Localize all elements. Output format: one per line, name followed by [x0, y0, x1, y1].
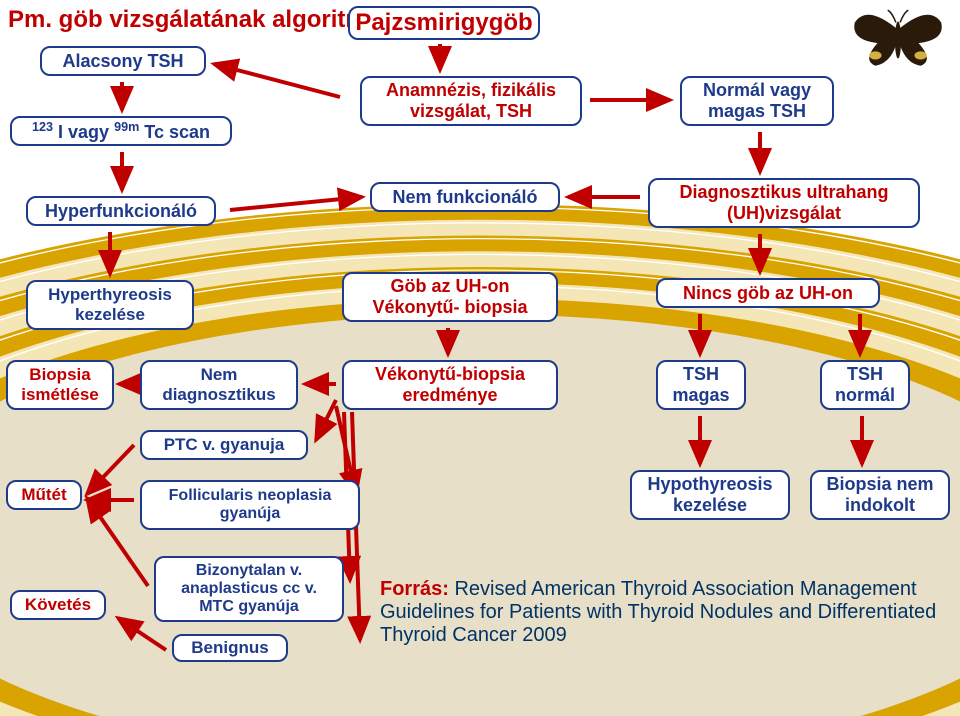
node-mutet: Műtét	[6, 480, 82, 510]
node-nem-funkcionalo: Nem funkcionáló	[370, 182, 560, 212]
title-box: Pajzsmirigygöb	[348, 6, 540, 40]
node-hypothyreosis: Hypothyreosis kezelése	[630, 470, 790, 520]
node-hyperfunkcionalo: Hyperfunkcionáló	[26, 196, 216, 226]
node-anamnezis: Anamnézis, fizikális vizsgálat, TSH	[360, 76, 582, 126]
node-diagnosztikus-uh: Diagnosztikus ultrahang (UH)vizsgálat	[648, 178, 920, 228]
node-benignus: Benignus	[172, 634, 288, 662]
node-biopsia-nem-indokolt: Biopsia nem indokolt	[810, 470, 950, 520]
node-tsh-normal: TSH normál	[820, 360, 910, 410]
node-gob-uh: Göb az UH-on Vékonytű- biopsia	[342, 272, 558, 322]
node-bizonytalan: Bizonytalan v. anaplasticus cc v. MTC gy…	[154, 556, 344, 622]
node-hyperthyreosis: Hyperthyreosis kezelése	[26, 280, 194, 330]
node-tsh-magas: TSH magas	[656, 360, 746, 410]
node-biopsia-ismetlese: Biopsia ismétlése	[6, 360, 114, 410]
node-vekonytu-eredmeny: Vékonytű-biopsia eredménye	[342, 360, 558, 410]
node-nem-diagnosztikus: Nem diagnosztikus	[140, 360, 298, 410]
node-normal-magas-tsh: Normál vagy magas TSH	[680, 76, 834, 126]
node-follicularis: Follicularis neoplasia gyanúja	[140, 480, 360, 530]
node-alacsony-tsh: Alacsony TSH	[40, 46, 206, 76]
butterfly-icon	[842, 4, 954, 76]
node-tc-scan: 123 I vagy 99m Tc scan	[10, 116, 232, 146]
node-nincs-gob: Nincs göb az UH-on	[656, 278, 880, 308]
node-ptc-gyanu: PTC v. gyanuja	[140, 430, 308, 460]
source-citation: Forrás: Revised American Thyroid Associa…	[380, 578, 940, 647]
node-kovetes: Követés	[10, 590, 106, 620]
